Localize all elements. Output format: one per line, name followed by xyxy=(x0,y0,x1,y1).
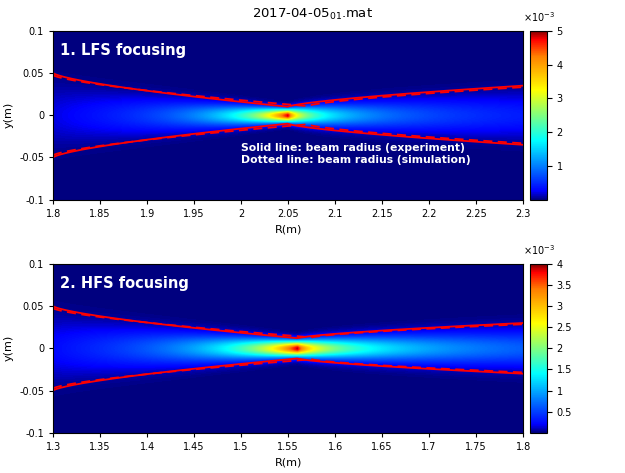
X-axis label: R(m): R(m) xyxy=(274,224,302,234)
Text: $\times10^{-3}$: $\times10^{-3}$ xyxy=(522,10,555,24)
Text: $\times10^{-3}$: $\times10^{-3}$ xyxy=(522,243,555,257)
X-axis label: R(m): R(m) xyxy=(274,457,302,467)
Text: Solid line: beam radius (experiment)
Dotted line: beam radius (simulation): Solid line: beam radius (experiment) Dot… xyxy=(241,143,471,165)
Y-axis label: y(m): y(m) xyxy=(4,102,14,128)
Text: 1. LFS focusing: 1. LFS focusing xyxy=(60,43,186,58)
Y-axis label: y(m): y(m) xyxy=(4,335,14,361)
Text: 2017-04-05$_0$$_1$.mat: 2017-04-05$_0$$_1$.mat xyxy=(252,7,373,22)
Text: 2. HFS focusing: 2. HFS focusing xyxy=(60,276,189,291)
